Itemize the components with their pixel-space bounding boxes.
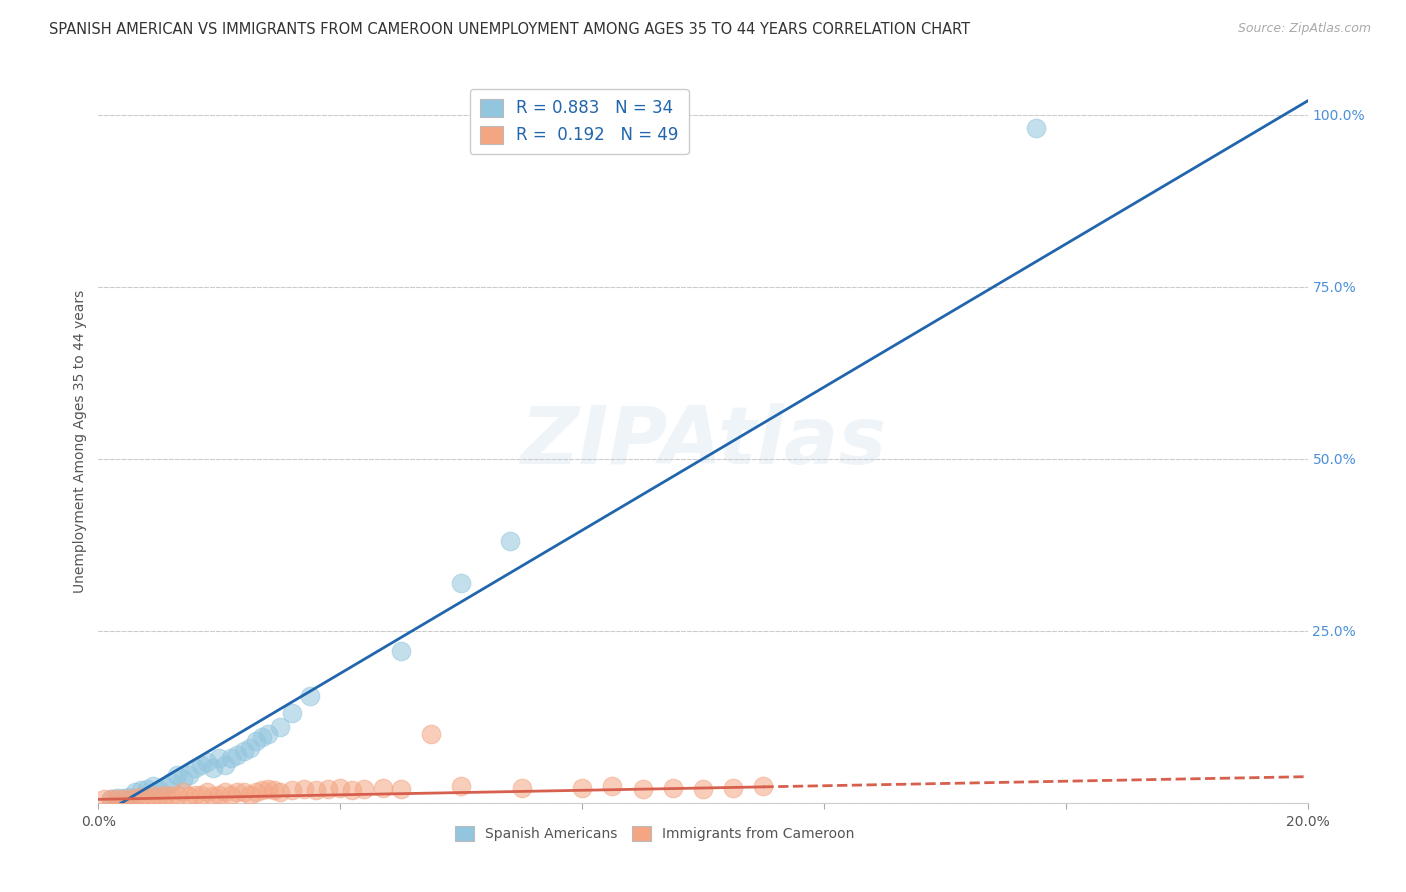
Point xyxy=(202,761,225,775)
Point xyxy=(602,779,624,793)
Point xyxy=(281,783,304,797)
Point xyxy=(190,758,212,772)
Point xyxy=(111,791,134,805)
Point xyxy=(316,782,339,797)
Point xyxy=(100,792,122,806)
Point xyxy=(166,768,188,782)
Point xyxy=(148,789,170,803)
Point xyxy=(124,785,146,799)
Point xyxy=(232,785,254,799)
Point xyxy=(172,772,194,786)
Point xyxy=(353,782,375,797)
Point xyxy=(342,783,364,797)
Point xyxy=(498,534,520,549)
Point xyxy=(305,783,328,797)
Legend: Spanish Americans, Immigrants from Cameroon: Spanish Americans, Immigrants from Camer… xyxy=(449,820,860,847)
Point xyxy=(214,785,236,799)
Point xyxy=(208,788,231,802)
Point xyxy=(420,727,443,741)
Point xyxy=(631,782,654,797)
Point xyxy=(239,740,262,755)
Point xyxy=(371,780,394,795)
Point xyxy=(166,788,188,802)
Point xyxy=(179,768,201,782)
Point xyxy=(118,790,141,805)
Point xyxy=(692,782,714,797)
Point xyxy=(184,761,207,775)
Point xyxy=(142,779,165,793)
Point xyxy=(190,788,212,802)
Point xyxy=(160,775,183,789)
Text: ZIPAtlas: ZIPAtlas xyxy=(520,402,886,481)
Point xyxy=(129,783,152,797)
Point xyxy=(118,791,141,805)
Text: SPANISH AMERICAN VS IMMIGRANTS FROM CAMEROON UNEMPLOYMENT AMONG AGES 35 TO 44 YE: SPANISH AMERICAN VS IMMIGRANTS FROM CAME… xyxy=(49,22,970,37)
Point xyxy=(142,789,165,803)
Point xyxy=(269,785,291,799)
Point xyxy=(299,689,322,703)
Point xyxy=(124,791,146,805)
Point xyxy=(269,720,291,734)
Point xyxy=(245,785,267,799)
Point xyxy=(221,788,243,802)
Point xyxy=(263,783,285,797)
Point xyxy=(105,791,128,805)
Point xyxy=(450,779,472,793)
Point xyxy=(245,734,267,748)
Point xyxy=(256,727,278,741)
Point xyxy=(239,788,262,802)
Point xyxy=(111,791,134,805)
Point xyxy=(153,788,176,802)
Point xyxy=(250,783,273,797)
Point xyxy=(100,792,122,806)
Text: Source: ZipAtlas.com: Source: ZipAtlas.com xyxy=(1237,22,1371,36)
Point xyxy=(105,792,128,806)
Point xyxy=(160,789,183,803)
Point xyxy=(752,779,775,793)
Point xyxy=(250,731,273,745)
Point xyxy=(389,644,412,658)
Point xyxy=(172,785,194,799)
Point xyxy=(135,790,157,805)
Point xyxy=(226,747,249,762)
Point xyxy=(195,755,218,769)
Point xyxy=(661,780,683,795)
Point xyxy=(179,789,201,803)
Point xyxy=(389,782,412,797)
Point xyxy=(93,792,115,806)
Point xyxy=(281,706,304,721)
Point xyxy=(148,783,170,797)
Point xyxy=(221,751,243,765)
Point xyxy=(256,782,278,797)
Point xyxy=(510,780,533,795)
Point xyxy=(226,785,249,799)
Point xyxy=(571,780,593,795)
Point xyxy=(135,782,157,797)
Point xyxy=(184,788,207,802)
Point xyxy=(202,789,225,803)
Point xyxy=(329,780,352,795)
Y-axis label: Unemployment Among Ages 35 to 44 years: Unemployment Among Ages 35 to 44 years xyxy=(73,290,87,593)
Point xyxy=(1024,121,1046,136)
Point xyxy=(129,790,152,805)
Point xyxy=(292,782,315,797)
Point xyxy=(195,785,218,799)
Point xyxy=(723,780,745,795)
Point xyxy=(214,758,236,772)
Point xyxy=(153,779,176,793)
Point xyxy=(208,751,231,765)
Point xyxy=(232,744,254,758)
Point xyxy=(450,575,472,590)
